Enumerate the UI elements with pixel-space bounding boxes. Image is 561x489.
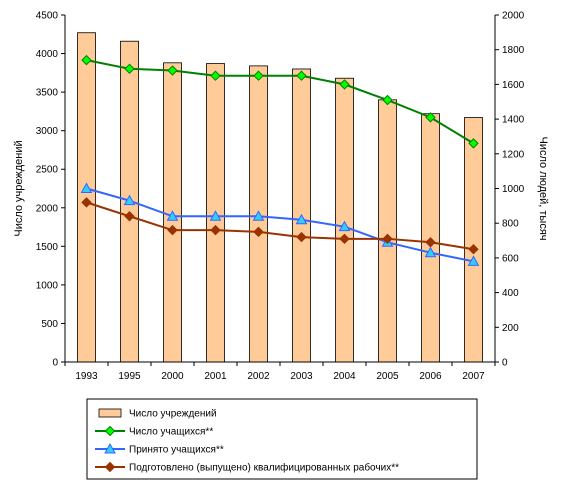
y-right-tick-label: 1200 [502, 149, 525, 160]
y-right-tick-label: 0 [502, 358, 508, 369]
y-axis-left-title: Число учреждений [13, 140, 25, 236]
y-left-tick-label: 4500 [36, 11, 59, 22]
series-3-point-2007 [468, 244, 479, 255]
y-right-tick-label: 600 [502, 253, 519, 264]
y-right-tick-label: 1600 [502, 80, 525, 91]
legend-swatch-marker [104, 461, 116, 473]
x-tick-label: 2002 [247, 371, 270, 382]
series-1-point-2007 [468, 138, 479, 149]
series-2-point-2001 [209, 210, 222, 221]
legend-swatch-bar [98, 408, 122, 418]
series-2-point-2000 [166, 210, 179, 221]
series-3-point-2002 [253, 226, 264, 238]
series-1-point-2004 [339, 79, 350, 90]
series-1-point-1995 [124, 63, 135, 74]
y-left-tick-label: 1500 [36, 242, 59, 253]
legend-label: Число учащихся** [129, 427, 213, 438]
x-tick-label: 1995 [118, 371, 141, 382]
series-2-point-2002 [252, 210, 265, 221]
series-3-point-2005 [382, 233, 393, 245]
y-left-tick-label: 2500 [36, 165, 59, 176]
y-right-tick-label: 2000 [502, 11, 525, 22]
legend-label: Число учреждений [129, 409, 217, 420]
legend-swatch-marker [104, 425, 116, 437]
y-left-tick-label: 3000 [36, 126, 59, 137]
y-axis-right-title: Число людей, тысяч [537, 136, 549, 240]
y-right-tick-label: 200 [502, 323, 519, 334]
x-tick-label: 2001 [204, 371, 227, 382]
legend-box [86, 398, 478, 480]
legend-swatch-marker [104, 442, 116, 454]
legend-label: Принято учащихся** [129, 445, 224, 456]
series-3-point-2006 [425, 237, 436, 248]
x-tick-label: 2004 [333, 371, 356, 382]
series-1-point-2005 [382, 94, 393, 106]
series-line-2 [86, 187, 474, 263]
series-1-point-1993 [81, 54, 92, 66]
series-2-point-2007 [467, 255, 480, 266]
x-tick-label: 2000 [161, 371, 184, 382]
series-2-point-1995 [123, 194, 136, 206]
y-left-tick-label: 0 [52, 358, 58, 369]
x-tick-label: 1993 [75, 371, 98, 382]
series-1-point-2002 [253, 70, 264, 81]
series-3-point-2000 [167, 224, 178, 236]
y-right-tick-label: 1400 [502, 115, 525, 126]
series-2-point-2006 [424, 246, 437, 258]
series-line-1 [86, 59, 475, 145]
y-right-tick-label: 1800 [502, 45, 525, 56]
series-1-point-2000 [167, 65, 178, 76]
y-right-tick-label: 400 [502, 288, 519, 299]
y-left-tick-label: 2000 [36, 203, 59, 214]
y-left-tick-label: 4000 [36, 49, 59, 60]
y-left-tick-label: 1000 [36, 280, 59, 291]
x-tick-label: 2005 [376, 371, 399, 382]
y-left-tick-label: 500 [41, 319, 58, 330]
bar-2005 [378, 99, 397, 363]
y-right-tick-label: 800 [502, 219, 519, 230]
series-3-point-2004 [339, 233, 350, 245]
series-2-point-2003 [295, 213, 308, 225]
bar-2004 [335, 77, 354, 363]
y-right-tick-label: 1000 [502, 184, 525, 195]
x-tick-label: 2003 [290, 371, 313, 382]
legend-label: Подготовлено (выпущено) квалифицированны… [129, 462, 399, 474]
series-3-point-1993 [81, 197, 92, 208]
series-line-3 [86, 201, 474, 251]
series-2-point-2004 [338, 220, 351, 232]
series-1-point-2003 [296, 70, 307, 81]
x-tick-label: 2007 [462, 371, 485, 382]
series-1-point-2006 [425, 112, 436, 123]
x-tick-label: 2006 [419, 371, 442, 382]
bar-2007 [464, 117, 483, 363]
series-3-point-2001 [210, 224, 221, 236]
series-1-point-2001 [210, 70, 221, 81]
y-left-tick-label: 3500 [36, 88, 59, 99]
series-3-point-2003 [296, 231, 307, 243]
series-2-point-1993 [80, 182, 93, 193]
series-3-point-1995 [124, 211, 135, 222]
